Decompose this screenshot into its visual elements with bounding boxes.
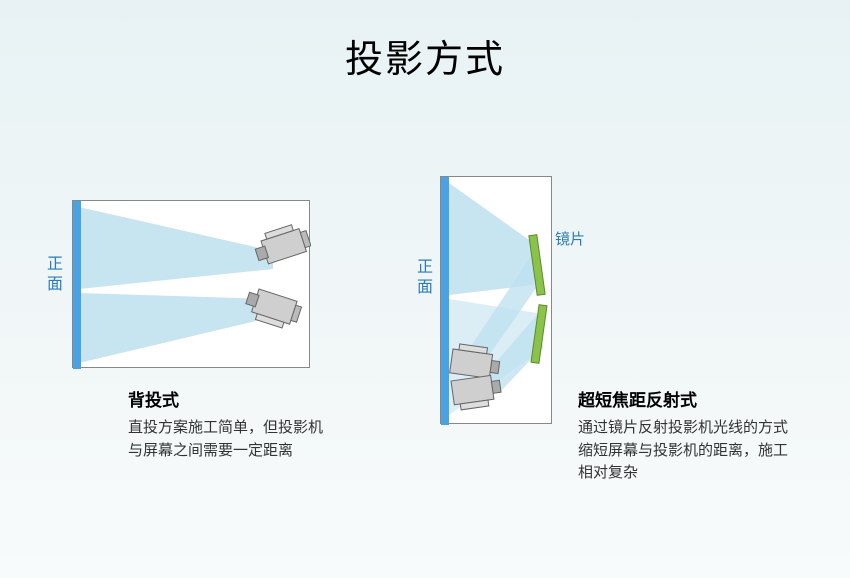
left-desc-text: 直投方案施工简单，但投影机与屏幕之间需要一定距离	[128, 417, 328, 462]
right-mirror-label: 镜片	[555, 228, 585, 249]
right-screen-label: 正面	[410, 258, 434, 298]
left-desc: 背投式 直投方案施工简单，但投影机与屏幕之间需要一定距离	[128, 386, 328, 462]
left-projector-upper-icon	[252, 221, 311, 266]
right-desc-text: 通过镜片反射投影机光线的方式缩短屏幕与投影机的距离，施工相对复杂	[578, 417, 798, 485]
page-title: 投影方式	[0, 0, 850, 83]
left-diagram	[72, 200, 310, 368]
left-beam-upper-icon	[79, 207, 273, 289]
left-screen-icon	[73, 201, 81, 369]
right-desc-title: 超短焦距反射式	[578, 386, 798, 411]
right-screen-icon	[441, 177, 449, 425]
right-diagram	[440, 176, 552, 424]
left-beam-lower-icon	[79, 293, 273, 363]
left-desc-title: 背投式	[128, 386, 328, 411]
left-screen-label: 正面	[40, 255, 64, 295]
right-desc: 超短焦距反射式 通过镜片反射投影机光线的方式缩短屏幕与投影机的距离，施工相对复杂	[578, 386, 798, 485]
